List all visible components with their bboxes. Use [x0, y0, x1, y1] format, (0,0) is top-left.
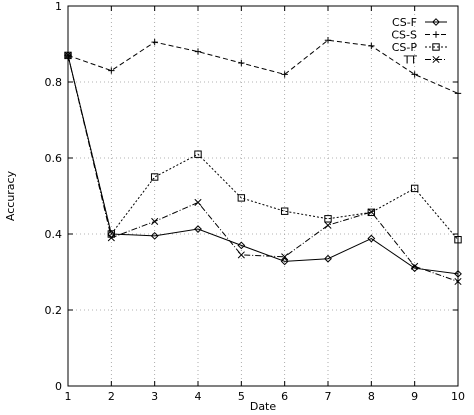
x-tick-label: 6 — [281, 390, 288, 403]
point-cs-s — [368, 42, 375, 50]
point-cs-s — [151, 38, 158, 46]
point-cs-f — [324, 254, 332, 263]
legend-label: CS-P — [392, 41, 418, 54]
y-axis-label: Accuracy — [4, 170, 17, 221]
series-tt — [64, 51, 462, 286]
point-tt — [64, 51, 72, 59]
point-cs-p — [64, 51, 72, 60]
legend: CS-FCS-SCS-PTT — [391, 16, 447, 67]
series-line-cs-s — [67, 39, 459, 94]
legend-marker — [432, 18, 440, 26]
x-tick-label: 8 — [368, 390, 375, 403]
point-cs-p — [324, 215, 332, 223]
series-layer — [64, 37, 462, 286]
legend-marker — [432, 43, 440, 51]
point-cs-f — [454, 269, 462, 278]
point-cs-p — [150, 173, 159, 181]
legend-item-cs-p: CS-P — [392, 41, 447, 54]
point-cs-p — [454, 236, 462, 244]
point-cs-p — [280, 207, 289, 215]
legend-label: CS-F — [392, 16, 417, 29]
y-tick-label: 0.6 — [45, 152, 63, 165]
y-tick-label: 0 — [55, 380, 62, 393]
point-cs-s — [194, 48, 202, 55]
point-cs-p — [194, 150, 202, 158]
point-cs-s — [454, 90, 462, 97]
point-tt — [411, 262, 419, 270]
point-cs-s — [281, 71, 288, 78]
x-tick-label: 4 — [195, 390, 202, 403]
x-axis-label: Date — [250, 400, 277, 413]
point-tt — [237, 251, 245, 259]
grid — [68, 6, 458, 386]
point-cs-f — [194, 225, 202, 233]
series-cs-f — [64, 51, 462, 278]
point-cs-f — [237, 241, 246, 250]
legend-item-tt: TT — [403, 54, 447, 67]
point-cs-f — [150, 231, 159, 240]
point-tt — [281, 253, 289, 261]
x-tick-label: 7 — [325, 390, 332, 403]
point-tt — [367, 208, 375, 216]
point-cs-p — [367, 208, 376, 217]
x-tick-label: 1 — [65, 390, 72, 403]
legend-label: CS-S — [391, 29, 417, 42]
legend-item-cs-s: CS-S — [391, 29, 447, 42]
point-tt — [107, 234, 115, 242]
point-cs-s — [108, 67, 115, 74]
x-tick-label: 2 — [108, 390, 115, 403]
x-tick-label: 3 — [151, 390, 158, 403]
point-cs-f — [367, 234, 376, 243]
legend-marker — [432, 31, 440, 38]
axis-ticks: 1 2 3 4 5 6 7 8 9 10 0 0.2 0.4 0.6 0.8 1 — [45, 0, 466, 403]
point-tt — [324, 221, 332, 229]
plot-frame — [67, 5, 459, 387]
y-tick-label: 0.8 — [45, 76, 63, 89]
legend-item-cs-f: CS-F — [392, 16, 447, 29]
x-tick-label: 9 — [411, 390, 418, 403]
point-cs-p — [237, 194, 246, 202]
legend-label: TT — [403, 54, 418, 67]
legend-marker — [432, 55, 440, 64]
y-tick-label: 1 — [55, 0, 62, 13]
x-tick-label: 5 — [238, 390, 245, 403]
point-cs-f — [280, 257, 289, 266]
series-line-cs-p — [67, 55, 459, 241]
y-tick-label: 0.2 — [45, 304, 63, 317]
point-cs-s — [324, 37, 332, 44]
series-cs-p — [64, 51, 462, 244]
point-cs-p — [410, 184, 419, 193]
point-cs-s — [238, 59, 245, 67]
point-tt — [194, 198, 202, 207]
point-tt — [454, 277, 462, 286]
point-tt — [151, 217, 159, 226]
series-line-cs-f — [67, 55, 459, 275]
series-line-tt — [67, 55, 459, 282]
point-cs-s — [411, 71, 418, 78]
x-tick-label: 10 — [451, 390, 465, 403]
y-tick-label: 0.4 — [45, 228, 63, 241]
